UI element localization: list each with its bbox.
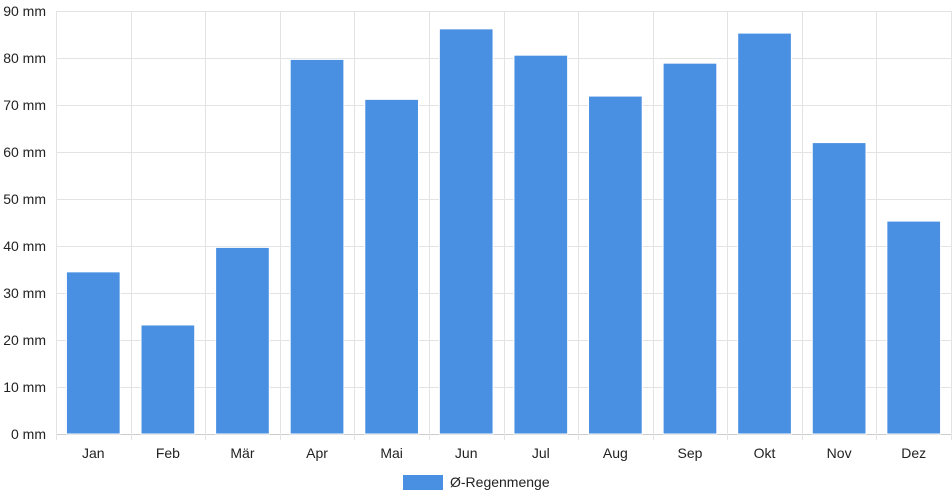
y-tick-label: 0 mm	[11, 426, 46, 442]
y-tick-label: 50 mm	[3, 191, 46, 207]
legend-label[interactable]: Ø-Regenmenge	[450, 474, 550, 490]
y-tick-label: 60 mm	[3, 144, 46, 160]
x-tick-label: Jan	[82, 445, 105, 461]
y-tick-label: 80 mm	[3, 50, 46, 66]
bar-mai[interactable]	[364, 98, 419, 435]
y-tick-label: 40 mm	[3, 238, 46, 254]
x-tick-label: Apr	[306, 445, 328, 461]
x-tick-label: Okt	[754, 445, 776, 461]
bar-dez[interactable]	[886, 220, 942, 435]
bar-okt[interactable]	[737, 32, 792, 435]
x-tick-label: Nov	[827, 445, 852, 461]
y-tick-label: 90 mm	[3, 3, 46, 19]
y-axis-ticks: 0 mm 10 mm 20 mm 30 mm 40 mm 50 mm 60 mm 70 mm 8…	[3, 3, 46, 442]
bar-sep[interactable]	[662, 62, 718, 435]
x-tick-label: Mai	[380, 445, 403, 461]
bar-apr[interactable]	[289, 58, 345, 435]
y-tick-label: 30 mm	[3, 285, 46, 301]
x-tick-label: Aug	[603, 445, 628, 461]
x-tick-label: Feb	[156, 445, 180, 461]
x-tick-label: Jun	[455, 445, 478, 461]
legend-swatch[interactable]	[403, 475, 443, 490]
bar-jun[interactable]	[438, 28, 494, 435]
bar-jan[interactable]	[65, 271, 121, 435]
bar-aug[interactable]	[588, 95, 643, 435]
x-tick-label: Mär	[230, 445, 254, 461]
legend[interactable]: Ø-Regenmenge	[403, 474, 550, 490]
bar-feb[interactable]	[140, 324, 196, 435]
bar-nov[interactable]	[811, 142, 867, 435]
y-tick-label: 70 mm	[3, 97, 46, 113]
x-tick-label: Jul	[532, 445, 550, 461]
bar-mär[interactable]	[215, 246, 270, 435]
x-tick-label: Sep	[677, 445, 702, 461]
x-tick-label: Dez	[901, 445, 926, 461]
bar-series	[65, 28, 942, 435]
bar-jul[interactable]	[513, 54, 569, 435]
y-tick-label: 10 mm	[3, 379, 46, 395]
y-tick-label: 20 mm	[3, 332, 46, 348]
x-axis-ticks: Jan Feb Mär Apr Mai Jun Jul Aug Sep Okt Nov Dez	[82, 445, 926, 461]
